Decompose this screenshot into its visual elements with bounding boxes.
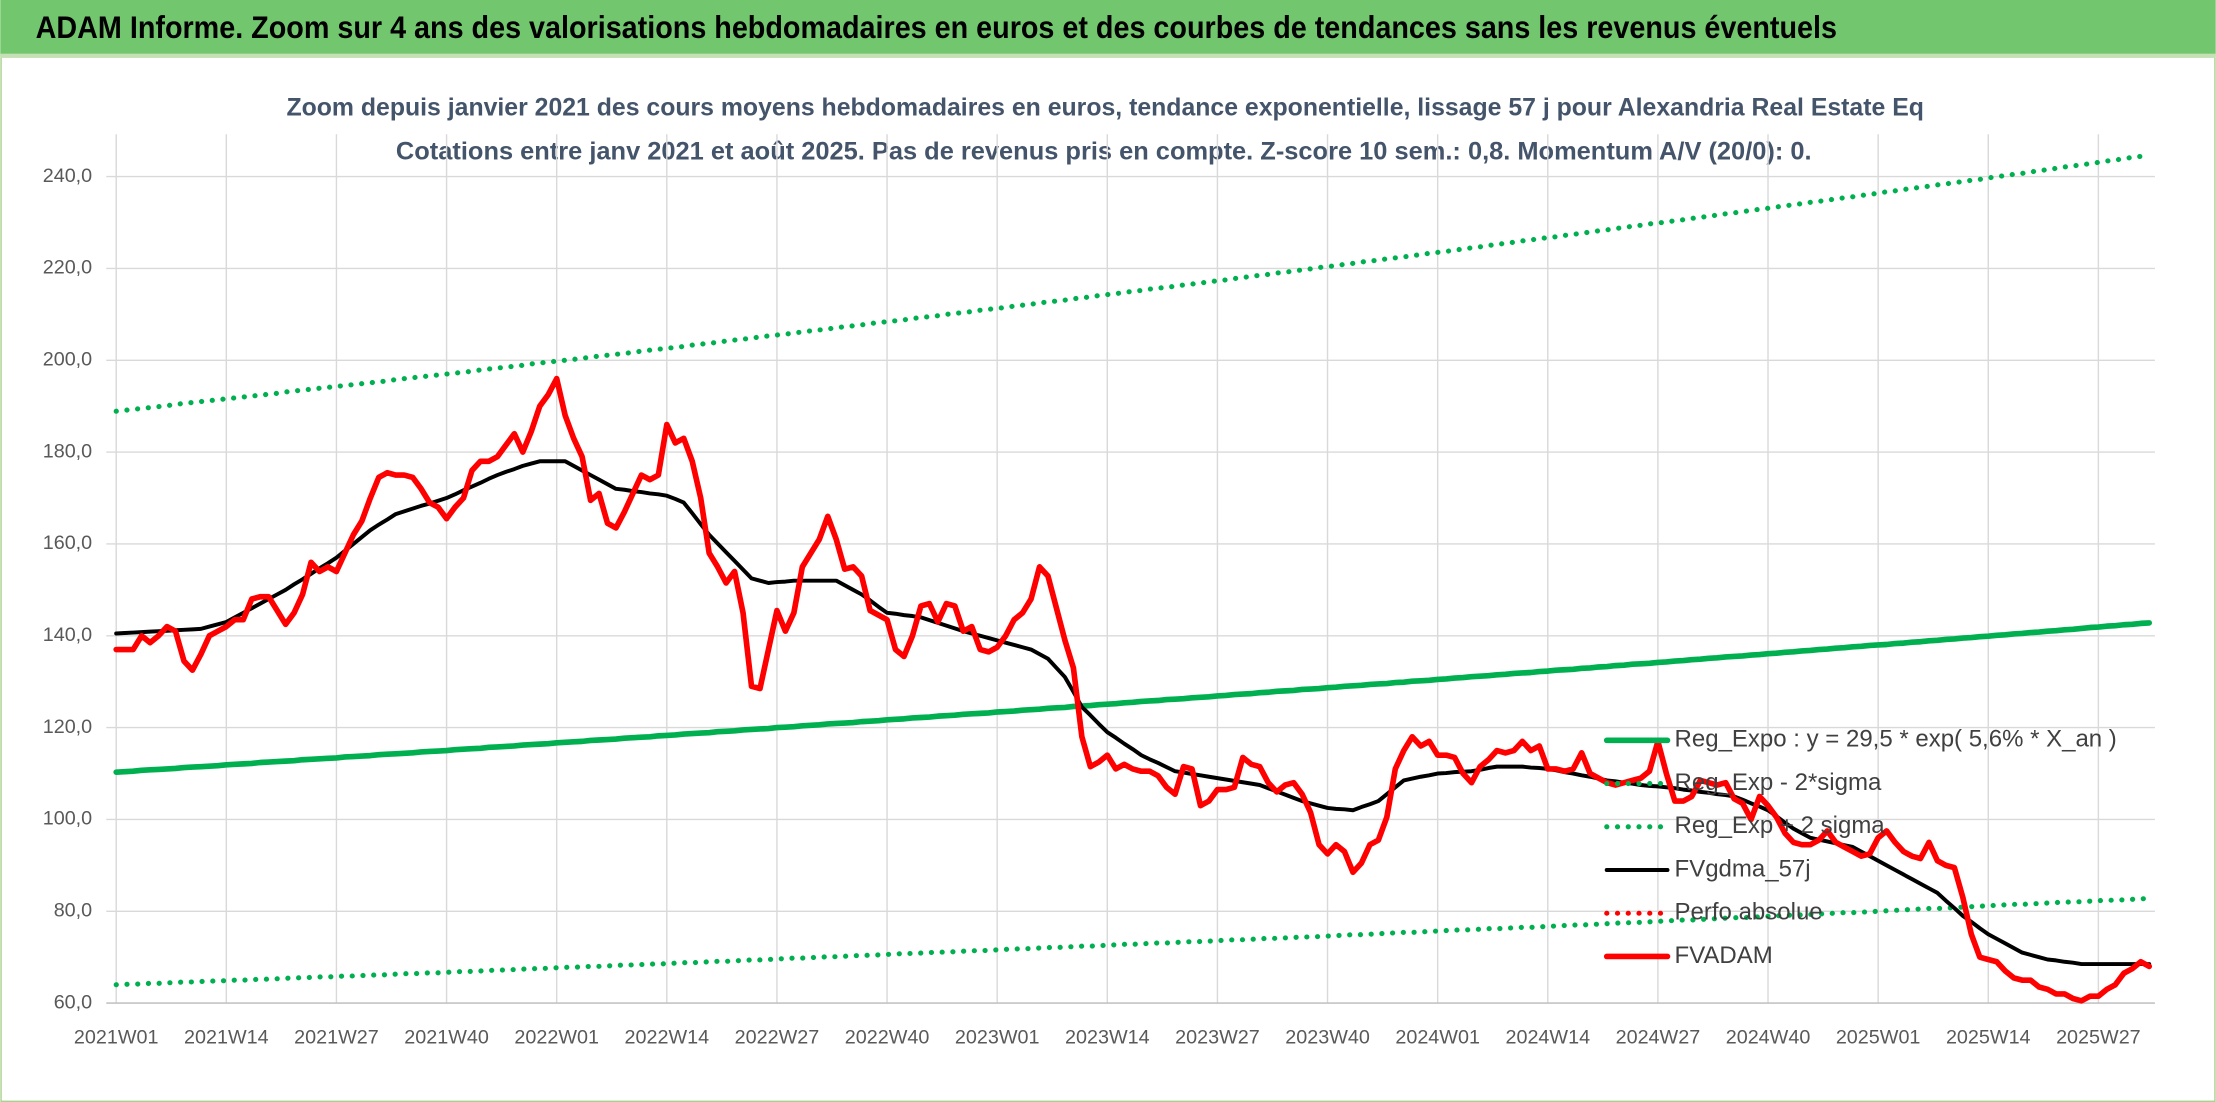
x-tick-label: 2021W27 xyxy=(294,1027,379,1049)
x-tick-label: 2021W14 xyxy=(184,1027,269,1049)
x-tick-label: 2022W27 xyxy=(735,1027,820,1049)
y-tick-label: 60,0 xyxy=(54,991,92,1013)
y-tick-label: 220,0 xyxy=(43,257,92,279)
x-tick-label: 2024W14 xyxy=(1505,1027,1590,1049)
series-line xyxy=(114,459,2152,967)
y-tick-label: 100,0 xyxy=(43,808,92,830)
series-line xyxy=(113,375,2153,1004)
legend-label: FVgdma_57j xyxy=(1675,855,1811,882)
chart-title: Zoom depuis janvier 2021 des cours moyen… xyxy=(286,94,1923,122)
x-tick-label: 2021W01 xyxy=(74,1027,159,1049)
legend-label: Perfo absolue xyxy=(1675,899,1823,926)
y-tick-label: 240,0 xyxy=(43,165,92,187)
x-tick-label: 2024W27 xyxy=(1616,1027,1701,1049)
series-line xyxy=(113,152,2152,414)
x-tick-label: 2023W27 xyxy=(1175,1027,1260,1049)
title-bar xyxy=(0,0,2216,57)
x-tick-label: 2025W27 xyxy=(2056,1027,2141,1049)
legend-label: FVADAM xyxy=(1675,942,1773,969)
grid: 60,0 80,0 100,0 120,0 140,0 160,0 180,0 200,0 22… xyxy=(43,134,2155,1049)
legend-label: Reg_Exp - 2*sigma xyxy=(1675,769,1882,796)
legend-label: Reg_Expo : y = 29,5 * exp( 5,6% * X_an ) xyxy=(1675,726,2117,753)
y-tick-label: 120,0 xyxy=(43,716,92,738)
x-tick-label: 2022W40 xyxy=(845,1027,930,1049)
x-tick-label: 2021W40 xyxy=(404,1027,489,1049)
x-tick-label: 2024W01 xyxy=(1395,1027,1480,1049)
page-title: ADAM Informe. Zoom sur 4 ans des valoris… xyxy=(36,10,1837,45)
x-tick-label: 2025W01 xyxy=(1836,1027,1921,1049)
x-tick-label: 2023W14 xyxy=(1065,1027,1150,1049)
legend: Reg_Expo : y = 29,5 * exp( 5,6% * X_an )… xyxy=(1603,726,2117,969)
chart-subtitle: Cotations entre janv 2021 et août 2025. … xyxy=(396,137,1812,165)
x-tick-label: 2023W40 xyxy=(1285,1027,1370,1049)
x-tick-label: 2022W01 xyxy=(514,1027,599,1049)
y-tick-label: 200,0 xyxy=(43,348,92,370)
plot xyxy=(113,152,2153,1004)
y-tick-label: 80,0 xyxy=(54,899,92,921)
x-tick-label: 2024W40 xyxy=(1726,1027,1811,1049)
y-tick-label: 140,0 xyxy=(43,624,92,646)
x-tick-label: 2022W14 xyxy=(624,1027,709,1049)
y-tick-label: 160,0 xyxy=(43,532,92,554)
x-tick-label: 2025W14 xyxy=(1946,1027,2031,1049)
legend-label: Reg_Exp + 2 sigma xyxy=(1675,812,1886,839)
x-tick-label: 2023W01 xyxy=(955,1027,1040,1049)
series-line xyxy=(113,895,2152,988)
series-line xyxy=(113,620,2153,775)
y-tick-label: 180,0 xyxy=(43,440,92,462)
title-bar-edge xyxy=(0,53,2216,58)
